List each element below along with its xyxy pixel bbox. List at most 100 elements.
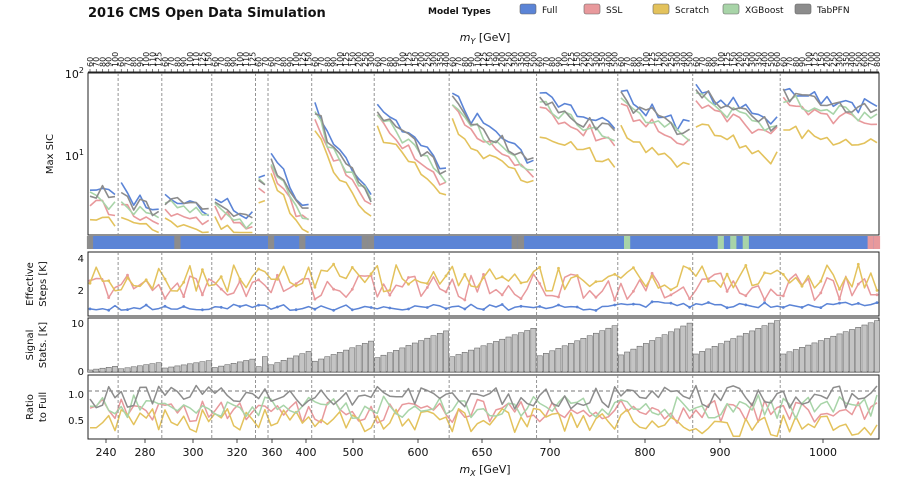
signal-bar (411, 342, 418, 373)
sic-line-ssl (376, 114, 447, 186)
steps-point (201, 308, 204, 312)
steps-point (669, 293, 673, 297)
top-tick-label: 100 (236, 52, 245, 67)
steps-point (463, 307, 467, 311)
ratio-panel: Ratio to Full 1.0 0.5 (25, 374, 880, 440)
bottom-tick-label: 320 (227, 446, 248, 459)
steps-point (575, 274, 579, 278)
signal-bar (643, 343, 649, 373)
sic-line-xgboost (783, 95, 878, 122)
steps-point (744, 303, 748, 307)
signal-bar (99, 367, 106, 373)
top-tick-label: 80 (323, 57, 332, 67)
signal-bar (430, 335, 437, 373)
steps-point (800, 306, 804, 309)
signal-bar (361, 343, 368, 373)
bottom-tick-label: 300 (183, 446, 204, 459)
signal-bar (468, 349, 474, 373)
signal-bar (661, 334, 668, 373)
signal-bar (561, 345, 568, 373)
sic-line-scratch (120, 216, 160, 234)
steps-point (313, 285, 317, 289)
top-tick-label: 125 (155, 52, 164, 67)
legend-label-ssl: SSL (606, 6, 622, 16)
top-tick-label: 150 (486, 52, 495, 67)
steps-point (163, 297, 167, 300)
steps-point (144, 303, 148, 307)
bottom-tick-label: 600 (408, 446, 429, 459)
top-tick-label: 700 (867, 52, 876, 67)
best-model-cell (268, 236, 275, 249)
steps-point (669, 301, 673, 305)
top-tick-label: 90 (330, 57, 339, 67)
signal-bar (155, 362, 162, 373)
steps-point (182, 295, 186, 298)
sic-line-tabpfn (270, 158, 309, 209)
legend-swatch-tabpfn (794, 3, 812, 15)
signal-bar (293, 355, 299, 373)
signal-bar (393, 350, 399, 373)
best-model-cell (517, 236, 525, 249)
sic-line-ssl (89, 199, 116, 217)
best-model-cell (873, 236, 881, 249)
top-tick-label: 70 (317, 57, 326, 67)
signal-bar (736, 335, 743, 373)
top-tick-label: 350 (754, 52, 763, 67)
sic-line-scratch (620, 124, 690, 168)
top-tick-label: 125 (811, 52, 820, 67)
signal-bar (830, 335, 837, 373)
steps-point (144, 278, 148, 282)
steps-point (163, 304, 167, 308)
signal-bar (674, 328, 680, 373)
top-tick-label: 60 (161, 57, 170, 67)
group-dividers (117, 73, 781, 439)
steps-point (856, 282, 860, 286)
effective-steps-ylabel-1: Effective (25, 262, 36, 306)
top-tick-label: 300 (673, 52, 682, 67)
signal-bar (486, 343, 493, 373)
signal-bar (174, 365, 181, 373)
signal-bar (749, 330, 755, 373)
top-tick-label: 500 (767, 52, 776, 67)
top-tick-label: 190 (492, 52, 501, 67)
top-tick-label: 250 (504, 52, 513, 67)
sic-line-scratch (695, 123, 778, 165)
steps-point (444, 290, 448, 294)
steps-point (407, 282, 410, 286)
signal-bar (224, 364, 231, 373)
top-tick-label: 100 (561, 52, 570, 67)
steps-point (856, 302, 860, 305)
ratio-ylabel-2: to Full (38, 392, 49, 422)
top-tick-label: 200 (823, 52, 832, 67)
ratio-ylabel-1: Ratio (25, 394, 36, 420)
signal-bar (249, 358, 256, 373)
sic-line-xgboost (539, 100, 616, 142)
sic-line-scratch (539, 136, 616, 168)
top-tick-label: 125 (405, 52, 414, 67)
bottom-axis-label: mX [GeV] (459, 463, 510, 478)
steps-point (444, 307, 448, 310)
steps-point (126, 276, 129, 280)
steps-point (519, 304, 523, 308)
sic-line-xgboost (376, 114, 447, 183)
signal-bar (786, 351, 793, 373)
sic-line-tabpfn (695, 89, 778, 132)
signal-bar (311, 360, 318, 373)
top-tick-label: 90 (711, 57, 720, 67)
steps-point (313, 297, 317, 301)
top-tick-label: 125 (298, 52, 307, 67)
top-tick-label: 200 (417, 52, 426, 67)
legend-label-tabpfn: TabPFN (816, 6, 850, 16)
signal-bar (849, 329, 855, 373)
steps-point (557, 295, 560, 299)
steps-point (669, 288, 673, 292)
top-axis-label: mY [GeV] (460, 31, 511, 46)
signal-bar (105, 367, 112, 373)
sic-line-tabpfn (620, 91, 691, 136)
top-tick-label: 350 (842, 52, 851, 67)
steps-point (107, 279, 111, 283)
sic-line-xgboost (620, 97, 691, 142)
legend-swatch-ssl (583, 3, 601, 15)
top-tick-label: 150 (205, 52, 214, 67)
signal-bar (792, 349, 799, 373)
